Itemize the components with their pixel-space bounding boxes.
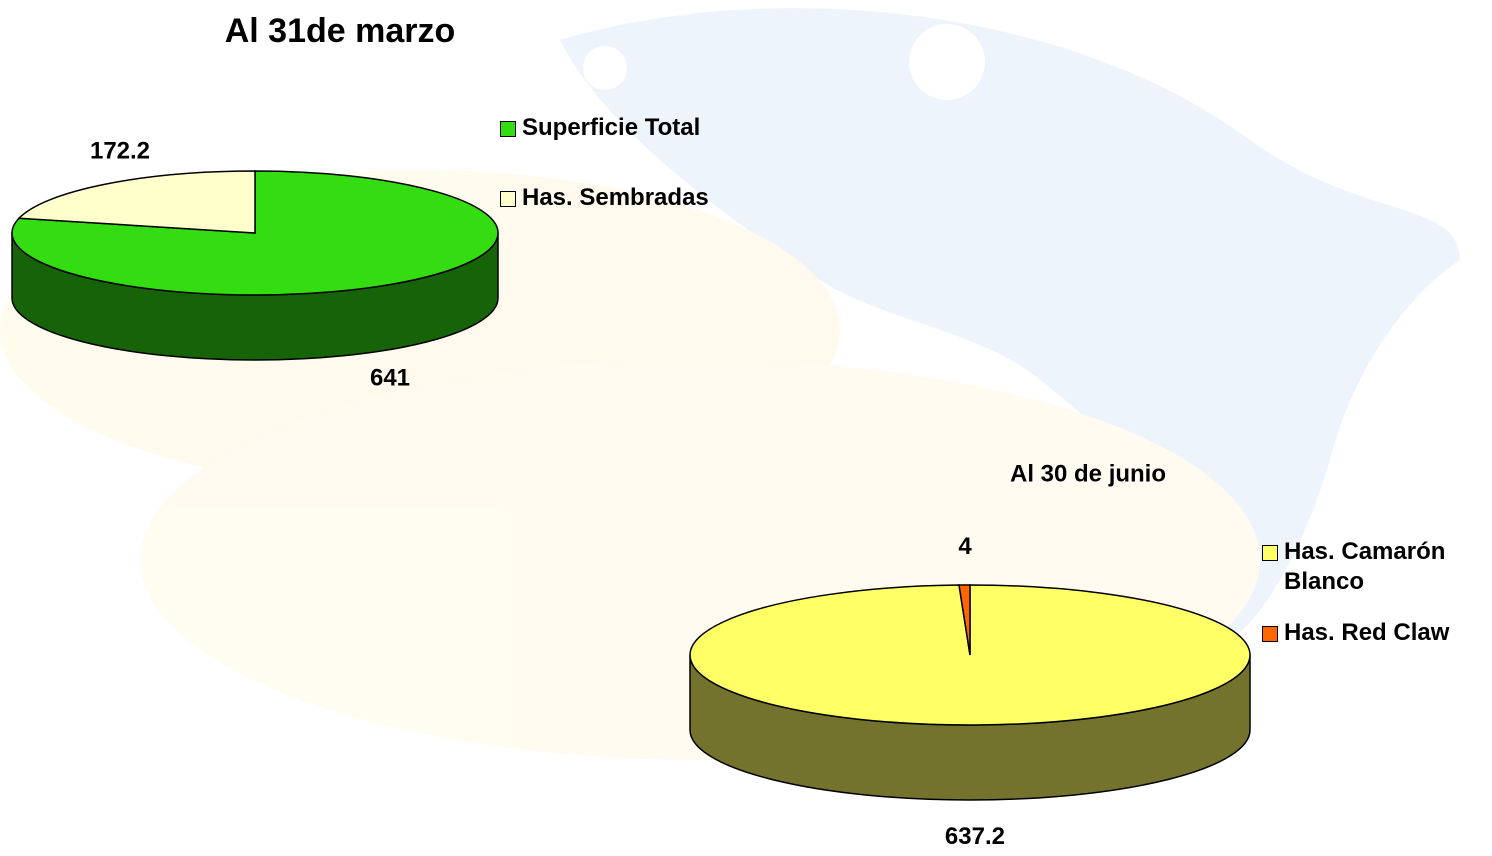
legend-entry: Superficie Total (500, 113, 800, 143)
legend-swatch (500, 191, 516, 207)
legend-label: Has. Sembradas (522, 183, 709, 213)
legend-entry: Has. Camarón Blanco (1262, 537, 1487, 597)
data-label: 172.2 (90, 137, 150, 164)
legend-entry: Has. Sembradas (500, 183, 800, 213)
legend-swatch (500, 121, 516, 137)
legend-label: Has. Red Claw (1284, 618, 1449, 648)
legend-label: Superficie Total (522, 113, 700, 143)
data-label: 641 (370, 364, 410, 391)
data-label: 637.2 (945, 823, 1005, 850)
chart-title: Al 31de marzo (225, 12, 456, 50)
chart-title: Al 30 de junio (1010, 460, 1166, 487)
page: 641 172.2 Al 31de marzo 637.2 4 Al 30 de juni… (0, 0, 1492, 856)
legend-entry: Has. Red Claw (1262, 618, 1487, 648)
legend-label: Has. Camarón Blanco (1284, 537, 1487, 597)
legend-swatch (1262, 626, 1278, 642)
legend-swatch (1262, 545, 1278, 561)
data-label: 4 (958, 533, 972, 560)
